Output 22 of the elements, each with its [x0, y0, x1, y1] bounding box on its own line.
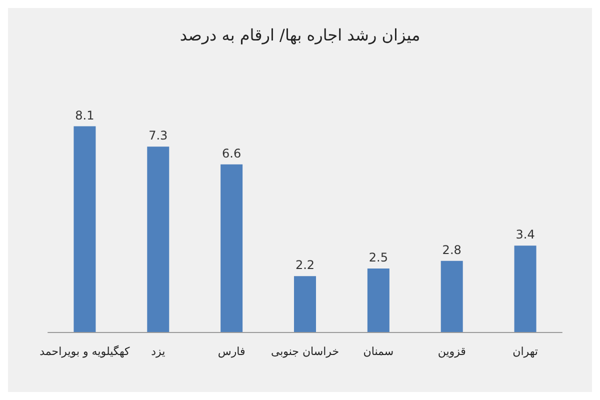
data-label: 2.5	[368, 250, 388, 264]
chart-title: میزان رشد اجاره بها/ ارقام به درصد	[180, 26, 420, 44]
data-label: 3.4	[516, 228, 535, 242]
bar	[514, 246, 536, 332]
bar	[147, 146, 170, 332]
data-label: 8.1	[75, 108, 94, 122]
x-tick-label: قزوین	[438, 345, 466, 358]
x-tick-label: فارس	[218, 345, 246, 358]
x-tick-label: سمنان	[363, 345, 394, 358]
data-label: 7.3	[148, 128, 168, 143]
data-label: 2.2	[295, 258, 315, 272]
x-tick-label: کهگیلویه و بویراحمد	[40, 345, 131, 358]
bar	[220, 164, 243, 332]
x-tick-label: خراسان جنوبی	[270, 345, 340, 358]
data-label: 2.8	[442, 242, 462, 257]
x-tick-label: تهران	[512, 345, 538, 358]
data-label: 6.6	[222, 146, 242, 160]
bar	[74, 126, 96, 332]
bar	[367, 268, 390, 332]
bar	[294, 276, 316, 332]
x-tick-label: یزد	[151, 345, 166, 358]
bar	[440, 260, 463, 332]
